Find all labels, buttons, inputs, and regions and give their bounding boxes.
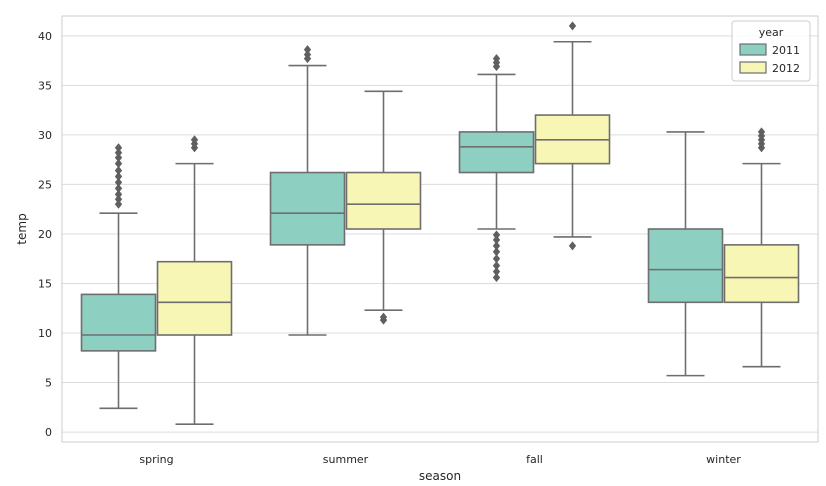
box-summer-2012 bbox=[345, 90, 422, 325]
box-body bbox=[647, 228, 724, 304]
plot-frame bbox=[61, 15, 819, 443]
y-tick-label-35: 35 bbox=[38, 79, 52, 92]
outlier-point bbox=[492, 266, 501, 277]
box-winter-2011 bbox=[647, 131, 724, 377]
outlier-point bbox=[492, 247, 501, 257]
box-body bbox=[156, 260, 233, 336]
outlier-point bbox=[568, 241, 577, 251]
y-tick-label-10: 10 bbox=[38, 327, 52, 340]
box-winter-2012 bbox=[723, 127, 800, 368]
x-axis-label: season bbox=[419, 469, 461, 483]
outlier-point bbox=[303, 49, 312, 60]
outlier-point bbox=[492, 235, 501, 245]
legend-swatch-2012 bbox=[739, 61, 767, 74]
outlier-point bbox=[114, 194, 123, 204]
legend-title: year bbox=[759, 26, 784, 39]
outlier-point bbox=[303, 45, 312, 55]
y-tick-label-0: 0 bbox=[45, 426, 52, 439]
outlier-point bbox=[114, 153, 123, 163]
outlier-point bbox=[114, 177, 123, 188]
outlier-point bbox=[114, 158, 123, 169]
y-tick-label-5: 5 bbox=[45, 377, 52, 390]
y-tick-label-40: 40 bbox=[38, 30, 52, 43]
box-fall-2012 bbox=[534, 21, 611, 251]
y-tick-labels: 0 5 10 15 20 25 30 35 40 bbox=[38, 30, 52, 439]
box-layer bbox=[80, 21, 800, 425]
x-tick-label-spring: spring bbox=[139, 453, 173, 466]
x-tick-labels: spring summer fall winter bbox=[139, 453, 741, 466]
box-fall-2011 bbox=[458, 53, 535, 283]
outlier-point bbox=[492, 254, 501, 264]
legend-label-2012: 2012 bbox=[772, 62, 800, 75]
box-body bbox=[269, 171, 346, 246]
outlier-point bbox=[114, 143, 123, 153]
legend: year 2011 2012 bbox=[731, 20, 811, 82]
y-axis-label: temp bbox=[15, 213, 29, 244]
outlier-point bbox=[492, 272, 501, 283]
legend-items: 2011 2012 bbox=[739, 43, 800, 75]
legend-label-2011: 2011 bbox=[772, 44, 800, 57]
outlier-point bbox=[114, 171, 123, 182]
outlier-point bbox=[492, 261, 501, 271]
box-spring-2012 bbox=[156, 135, 233, 425]
outlier-point bbox=[568, 21, 577, 31]
outlier-point bbox=[114, 148, 123, 158]
outlier-point bbox=[114, 165, 123, 176]
box-spring-2011 bbox=[80, 143, 157, 410]
x-tick-label-winter: winter bbox=[706, 453, 741, 466]
box-body bbox=[80, 293, 157, 352]
legend-swatch-2011 bbox=[739, 43, 767, 56]
x-tick-label-summer: summer bbox=[323, 453, 369, 466]
outlier-point bbox=[492, 230, 501, 240]
box-summer-2011 bbox=[269, 45, 346, 336]
outlier-point bbox=[492, 53, 501, 64]
box-body bbox=[723, 244, 800, 304]
outlier-point bbox=[757, 127, 766, 137]
outlier-point bbox=[114, 199, 123, 209]
outlier-point bbox=[114, 183, 123, 194]
y-tick-label-30: 30 bbox=[38, 129, 52, 142]
outlier-point bbox=[190, 135, 199, 145]
outlier-point bbox=[379, 312, 388, 322]
x-tick-label-fall: fall bbox=[526, 453, 543, 466]
outlier-point bbox=[114, 189, 123, 199]
outlier-point bbox=[492, 241, 501, 251]
y-tick-label-20: 20 bbox=[38, 228, 52, 241]
box-body bbox=[458, 131, 535, 174]
box-body bbox=[345, 171, 422, 230]
y-tick-label-15: 15 bbox=[38, 277, 52, 290]
y-tick-label-25: 25 bbox=[38, 178, 52, 191]
